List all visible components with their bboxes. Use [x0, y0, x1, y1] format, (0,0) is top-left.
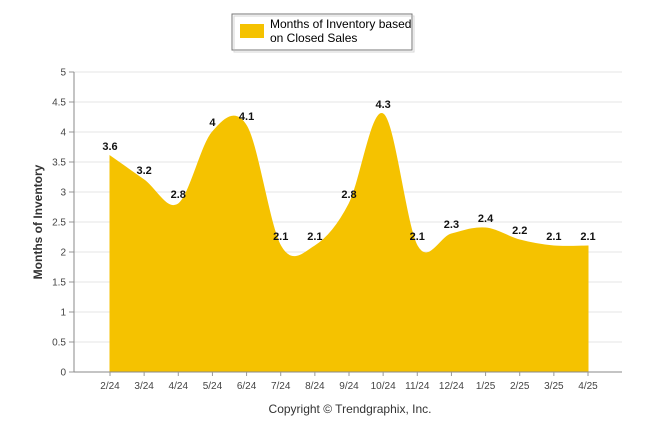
- y-axis-title: Months of Inventory: [31, 164, 45, 279]
- y-tick-label: 0: [60, 368, 66, 379]
- legend-shadow: [233, 15, 415, 53]
- y-tick-label: 1.5: [52, 278, 66, 289]
- y-tick-label: 4.5: [52, 98, 66, 109]
- data-label: 4.1: [239, 111, 254, 123]
- y-tick-label: 1: [60, 308, 66, 319]
- data-label: 2.1: [410, 231, 425, 243]
- x-tick-label: 2/24: [100, 381, 120, 392]
- x-tick-label: 2/25: [510, 381, 530, 392]
- x-tick-label: 5/24: [203, 381, 223, 392]
- data-label: 2.8: [341, 189, 356, 201]
- x-tick-label: 12/24: [439, 381, 464, 392]
- y-tick-label: 2.5: [52, 218, 66, 229]
- x-tick-label: 3/25: [544, 381, 564, 392]
- x-tick-label: 8/24: [305, 381, 325, 392]
- area-layer: [109, 113, 589, 373]
- y-tick-label: 2: [60, 248, 66, 259]
- x-tick-labels: 2/24 3/24 4/24 5/24 6/24 7/24 8/24 9/24 10/24 11/…: [100, 381, 598, 392]
- data-label: 2.4: [478, 213, 494, 225]
- data-label: 3.6: [102, 141, 117, 153]
- copyright-footer: Copyright © Trendgraphix, Inc.: [269, 402, 432, 416]
- data-labels: 3.6 3.2 2.8 4 4.1 2.1 2.1 2.8 4.3 2.1 2.3 2.4 2.2 2.1…: [102, 99, 595, 243]
- data-label: 2.1: [580, 231, 595, 243]
- legend-line-1: Months of Inventory based: [270, 17, 411, 31]
- data-label: 4.3: [375, 99, 390, 111]
- area-series: [109, 113, 589, 373]
- data-label: 2.2: [512, 225, 527, 237]
- x-tick-label: 3/24: [134, 381, 154, 392]
- axes: [73, 72, 622, 376]
- x-tick-label: 7/24: [271, 381, 291, 392]
- data-label: 4: [209, 117, 216, 129]
- x-tick-label: 4/24: [169, 381, 189, 392]
- y-tick-label: 5: [60, 68, 66, 79]
- data-label: 2.8: [171, 189, 186, 201]
- legend: Months of Inventory based on Closed Sale…: [231, 13, 415, 53]
- x-tick-label: 6/24: [237, 381, 257, 392]
- x-tick-label: 4/25: [578, 381, 598, 392]
- legend-line-2: on Closed Sales: [270, 31, 357, 45]
- x-tick-label: 11/24: [405, 381, 430, 392]
- x-tick-label: 10/24: [371, 381, 396, 392]
- x-tick-label: 9/24: [339, 381, 359, 392]
- y-tick-label: 0.5: [52, 338, 66, 349]
- data-label: 2.1: [273, 231, 288, 243]
- x-tick-label: 1/25: [476, 381, 496, 392]
- data-label: 2.3: [444, 219, 459, 231]
- data-label: 3.2: [136, 165, 151, 177]
- data-label: 2.1: [307, 231, 322, 243]
- y-tick-labels: 0 0.5 1 1.5 2 2.5 3 3.5 4 4.5 5: [52, 68, 66, 379]
- legend-swatch: [240, 24, 264, 38]
- y-tick-label: 3.5: [52, 158, 66, 169]
- y-tick-label: 4: [60, 128, 66, 139]
- y-tick-label: 3: [60, 188, 66, 199]
- data-label: 2.1: [546, 231, 561, 243]
